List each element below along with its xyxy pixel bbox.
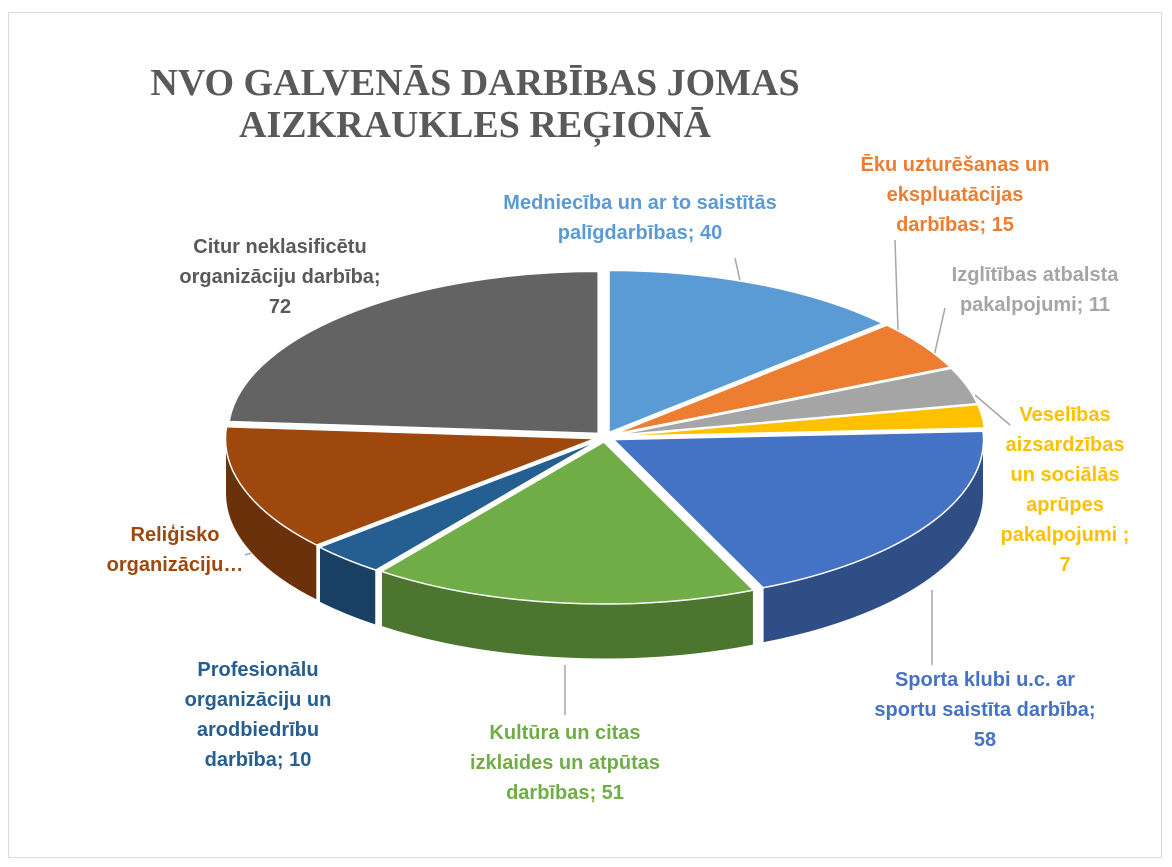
slice	[228, 270, 599, 435]
data-label: Kultūra un citas izklaides un atpūtas da…	[469, 722, 661, 804]
data-label: Ēku uzturēšanas un ekspluatācijas darbīb…	[860, 154, 1050, 236]
slice	[608, 269, 885, 434]
chart-title: NVO GALVENĀS DARBĪBAS JOMAS AIZKRAUKLES …	[150, 62, 800, 146]
slice	[613, 324, 952, 435]
data-label: Citur neklasificētu organizāciju darbība…	[179, 236, 381, 318]
data-label: Profesionālu organizāciju un arodbiedrīb…	[184, 659, 332, 771]
slice	[317, 439, 599, 571]
slice	[224, 426, 596, 546]
data-label: Reliģisko organizāciju…	[106, 524, 244, 576]
leader-line	[974, 394, 1011, 426]
slice	[611, 430, 985, 589]
data-label: Izglītības atbalsta pakalpojumi; 11	[951, 264, 1119, 316]
slice	[614, 403, 986, 438]
slice	[379, 441, 755, 605]
chart-frame	[8, 12, 1162, 858]
leader-line	[894, 239, 899, 331]
slice	[614, 367, 979, 437]
data-label: Veselības aizsardzības un sociālās aprūp…	[1000, 404, 1130, 576]
data-label: Medniecība un ar to saistītās palīgdarbī…	[503, 192, 777, 244]
data-label: Sporta klubi u.c. ar sportu saistīta dar…	[874, 669, 1096, 751]
